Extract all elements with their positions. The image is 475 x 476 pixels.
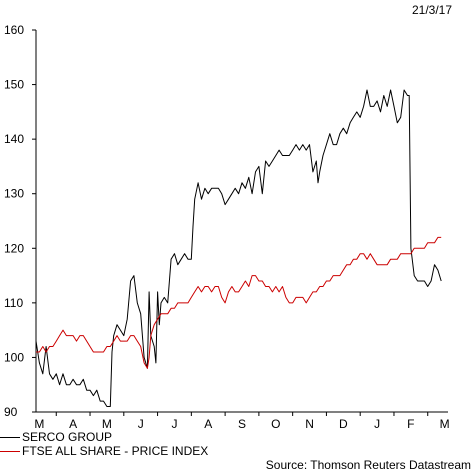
- y-tick-label: 140: [4, 132, 24, 146]
- y-tick-label: 110: [4, 296, 23, 310]
- x-tick-label: J: [138, 417, 144, 431]
- x-tick-label: A: [204, 417, 212, 431]
- series-line-ftse-all-share: [36, 236, 442, 369]
- x-tick-label: O: [271, 417, 280, 431]
- y-tick-label: 160: [4, 23, 24, 37]
- legend-item-ftse: FTSE ALL SHARE - PRICE INDEX: [0, 444, 208, 458]
- x-tick-label: M: [34, 417, 44, 431]
- legend-label-serco: SERCO GROUP: [22, 430, 113, 444]
- y-tick-label: 130: [4, 187, 24, 201]
- y-axis: 90 100 110 120 130 140 150 160: [4, 23, 37, 419]
- source-note: Source: Thomson Reuters Datastream: [265, 458, 471, 472]
- y-tick-label: 120: [4, 241, 24, 255]
- date-label: 21/3/17: [412, 3, 452, 17]
- legend-swatch-ftse: [0, 451, 20, 453]
- x-tick-label: J: [171, 417, 177, 431]
- x-tick-label: S: [238, 417, 246, 431]
- x-tick-label: M: [440, 417, 450, 431]
- x-tick-label: J: [374, 417, 380, 431]
- y-tick-label: 90: [4, 405, 18, 419]
- series-layer: [35, 89, 442, 407]
- x-tick-label: A: [69, 417, 77, 431]
- y-tick-label: 100: [4, 350, 24, 364]
- x-tick-label: F: [407, 417, 414, 431]
- legend-label-ftse: FTSE ALL SHARE - PRICE INDEX: [22, 444, 209, 458]
- x-tick-label: D: [339, 417, 348, 431]
- legend-item-serco: SERCO GROUP: [0, 430, 112, 444]
- series-line-serco-group: [35, 89, 442, 407]
- x-tick-label: M: [102, 417, 112, 431]
- legend-swatch-serco: [0, 437, 20, 439]
- x-tick-label: N: [305, 417, 314, 431]
- y-tick-label: 150: [4, 78, 24, 92]
